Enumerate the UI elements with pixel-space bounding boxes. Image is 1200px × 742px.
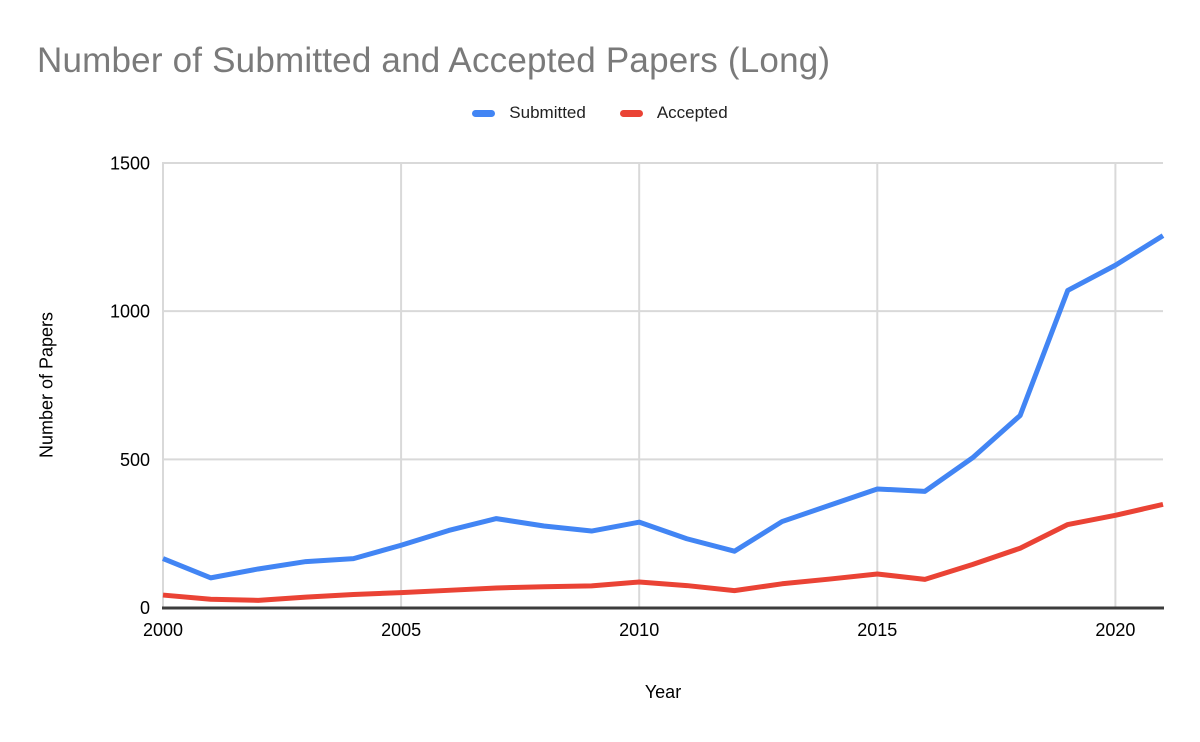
y-tick-label-1000: 1000 xyxy=(110,302,150,322)
x-tick-label-2020: 2020 xyxy=(1095,620,1135,640)
legend: Submitted Accepted xyxy=(0,103,1200,123)
x-tick-label-2000: 2000 xyxy=(143,620,183,640)
legend-item-accepted: Accepted xyxy=(619,103,728,123)
x-tick-label-2015: 2015 xyxy=(857,620,897,640)
accepted-series-swatch-icon xyxy=(619,109,643,117)
legend-label-accepted: Accepted xyxy=(656,103,728,122)
x-axis-title: Year xyxy=(644,682,682,702)
y-tick-label-1500: 1500 xyxy=(110,154,150,174)
x-tick-label-2010: 2010 xyxy=(619,620,659,640)
legend-label-submitted: Submitted xyxy=(509,103,586,122)
accepted-series-line xyxy=(162,501,1164,603)
submitted-series-swatch-icon xyxy=(472,109,496,117)
chart-title: Number of Submitted and Accepted Papers … xyxy=(37,41,831,80)
y-tick-label-500: 500 xyxy=(120,450,150,470)
legend-item-submitted: Submitted xyxy=(472,103,586,123)
submitted-series-line xyxy=(162,233,1165,581)
y-tick-label-0: 0 xyxy=(140,598,150,618)
x-tick-label-2005: 2005 xyxy=(381,620,421,640)
